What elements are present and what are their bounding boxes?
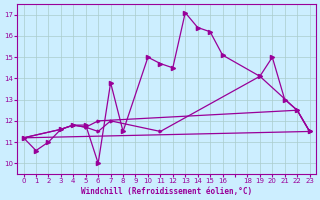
- X-axis label: Windchill (Refroidissement éolien,°C): Windchill (Refroidissement éolien,°C): [81, 187, 252, 196]
